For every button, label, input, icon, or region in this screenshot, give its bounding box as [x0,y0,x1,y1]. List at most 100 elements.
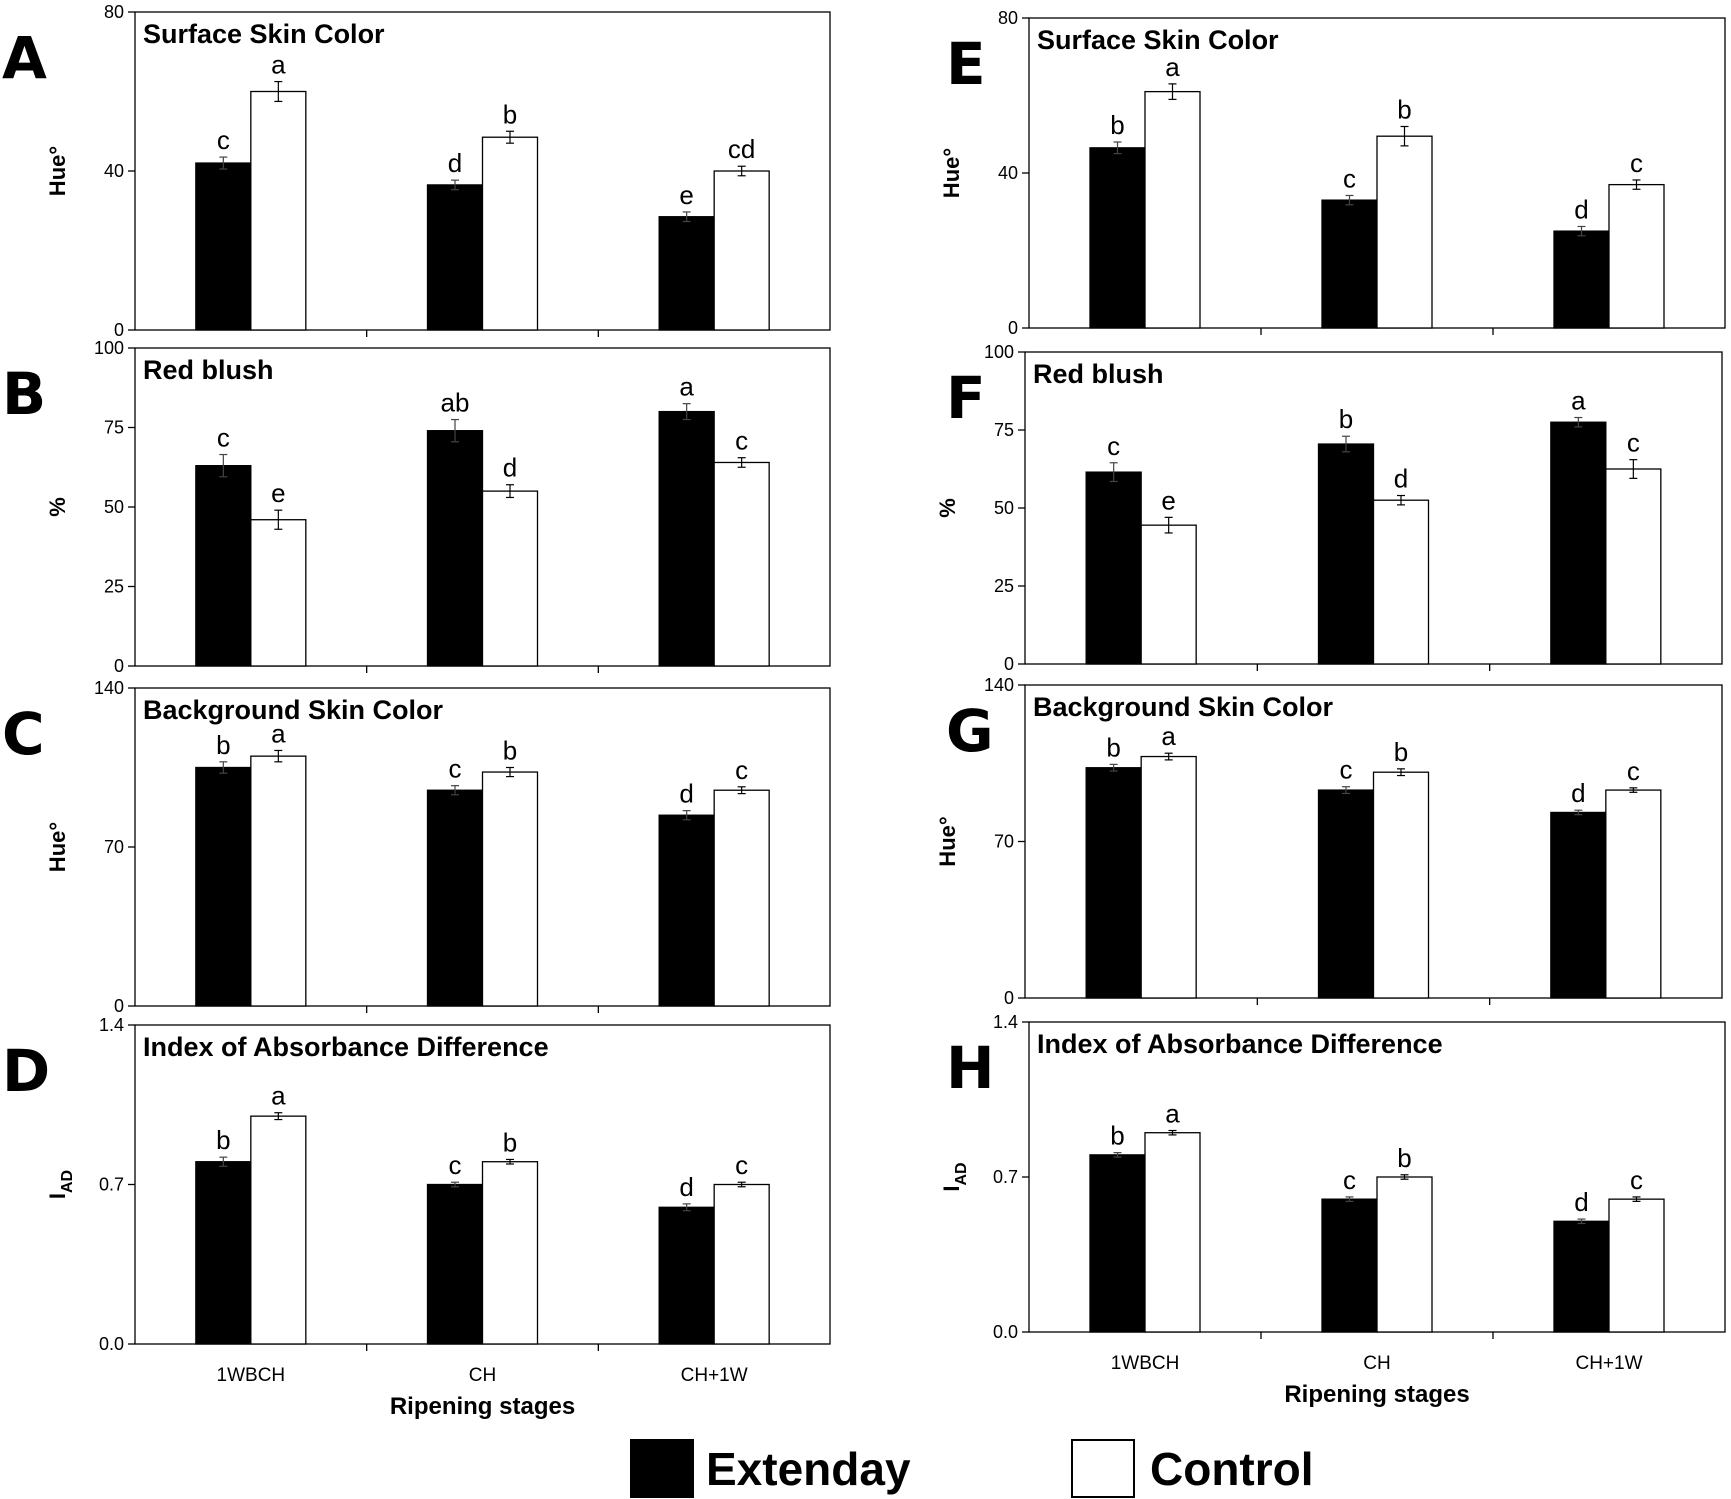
y-axis-label-main: % [45,497,70,517]
y-axis-label-main: I [45,1193,70,1199]
extenday-bar-ch [426,184,484,331]
category-label: CH [469,1365,496,1386]
y-tick-label: 100 [94,338,124,358]
panel-letter-e: E [946,30,986,98]
significance-letter: d [1394,464,1408,494]
y-axis-label-main: Hue° [45,822,70,872]
control-bar-ch [481,490,539,667]
significance-letter: b [503,99,517,129]
extenday-bar-1wbch [1085,767,1142,999]
significance-letter: d [679,1172,693,1202]
panel-letter-b: B [2,360,46,428]
panel-b: 0 25 50 75 100 c e ab d a c Red blush B% [2,338,831,676]
significance-letter: c [1340,755,1353,785]
extenday-bar-ch1w [1553,230,1610,329]
panel-letter-a: A [2,24,47,92]
control-bar-1wbch [250,90,307,331]
panel-f: 0 25 50 75 100 c e b d a c Red blush F% [935,342,1723,674]
legend-control-swatch [1071,1439,1135,1498]
significance-letter: d [1574,1187,1588,1217]
significance-letter: c [449,1150,462,1180]
significance-letter: e [271,478,285,508]
y-tick-label: 50 [994,498,1014,518]
y-tick-label: 0.0 [993,1322,1018,1342]
significance-letter: b [1110,1121,1124,1151]
y-axis-label-subscript: AD [59,1170,76,1193]
extenday-bar-ch [426,789,484,1007]
y-tick-label: 140 [94,678,124,698]
y-tick-label: 75 [994,420,1014,440]
significance-letter: cd [728,134,755,164]
x-axis-title: Ripening stages [390,1393,575,1420]
control-bar-1wbch [250,519,307,667]
significance-letter: a [1165,52,1180,82]
y-axis-label-main: I [939,1185,964,1191]
y-tick-label: 100 [984,342,1014,362]
significance-letter: b [1339,404,1353,434]
panel-letter-g: G [946,697,994,765]
legend-extenday-swatch [630,1439,694,1498]
y-axis-label: % [935,498,960,518]
extenday-bar-ch1w [1550,421,1607,665]
significance-letter: a [1571,386,1586,416]
y-tick-label: 0 [114,320,124,340]
y-tick-label: 25 [104,577,124,597]
y-tick-label: 0 [1008,318,1018,338]
significance-letter: b [1397,1143,1411,1173]
y-tick-label: 0 [1004,654,1014,674]
control-bar-ch [1372,499,1430,665]
control-bar-ch [1376,1176,1433,1333]
extenday-bar-ch1w [1553,1220,1610,1333]
panel-d: 0.0 0.7 1.4 b a 1WBCH c b CH d c CH+1W Ripening stag… [2,1015,831,1420]
control-bar-ch1w [1605,789,1662,999]
y-tick-label: 50 [104,497,124,517]
significance-letter: c [1630,148,1643,178]
panel-letter-f: F [946,364,986,432]
extenday-bar-ch [1321,199,1378,329]
control-bar-ch1w [713,461,770,667]
extenday-bar-1wbch [1089,147,1146,329]
extenday-bar-ch1w [658,410,715,667]
y-tick-label: 40 [104,161,124,181]
significance-letter: a [271,50,286,80]
extenday-bar-1wbch [195,162,252,331]
y-tick-label: 70 [994,832,1014,852]
panel-h: 0.0 0.7 1.4 b a 1WBCH c b CH d c CH+1W Ripening stag… [939,1012,1726,1408]
panel-a: 0 40 80 c a d b e cd Surface Skin Color A Hue° [2,2,831,340]
category-label: CH+1W [1575,1353,1642,1374]
significance-letter: c [1627,428,1640,458]
panel-letter-c: C [2,700,45,768]
y-tick-label: 0 [1004,988,1014,1008]
y-axis-label: Hue° [45,146,70,196]
y-axis-label: Hue° [935,816,960,866]
significance-letter: ab [441,388,470,418]
y-tick-label: 1.4 [99,1015,124,1035]
significance-letter: d [448,148,462,178]
control-bar-ch1w [713,789,770,1007]
extenday-bar-ch [426,430,484,667]
control-bar-1wbch [1144,1132,1201,1333]
y-axis-label-main: Hue° [935,816,960,866]
extenday-bar-1wbch [195,465,252,667]
y-tick-label: 0.7 [99,1175,124,1195]
x-axis-title: Ripening stages [1284,1381,1469,1408]
extenday-bar-ch1w [658,216,715,331]
control-bar-ch [481,1161,539,1345]
significance-letter: c [735,1150,748,1180]
y-axis-label: IAD [45,1170,76,1199]
legend-extenday-label: Extenday [706,1443,911,1495]
y-tick-label: 0.7 [993,1167,1018,1187]
control-bar-ch1w [1608,183,1665,329]
y-tick-label: 70 [104,837,124,857]
extenday-bar-ch [426,1183,484,1345]
significance-letter: c [735,755,748,785]
y-tick-label: 1.4 [993,1012,1018,1032]
significance-letter: c [449,754,462,784]
significance-letter: a [1165,1099,1180,1129]
legend: Extenday Control [630,1439,1314,1498]
significance-letter: e [1161,485,1175,515]
panel-letter-h: H [946,1034,995,1102]
y-axis-label-subscript: AD [953,1162,970,1185]
